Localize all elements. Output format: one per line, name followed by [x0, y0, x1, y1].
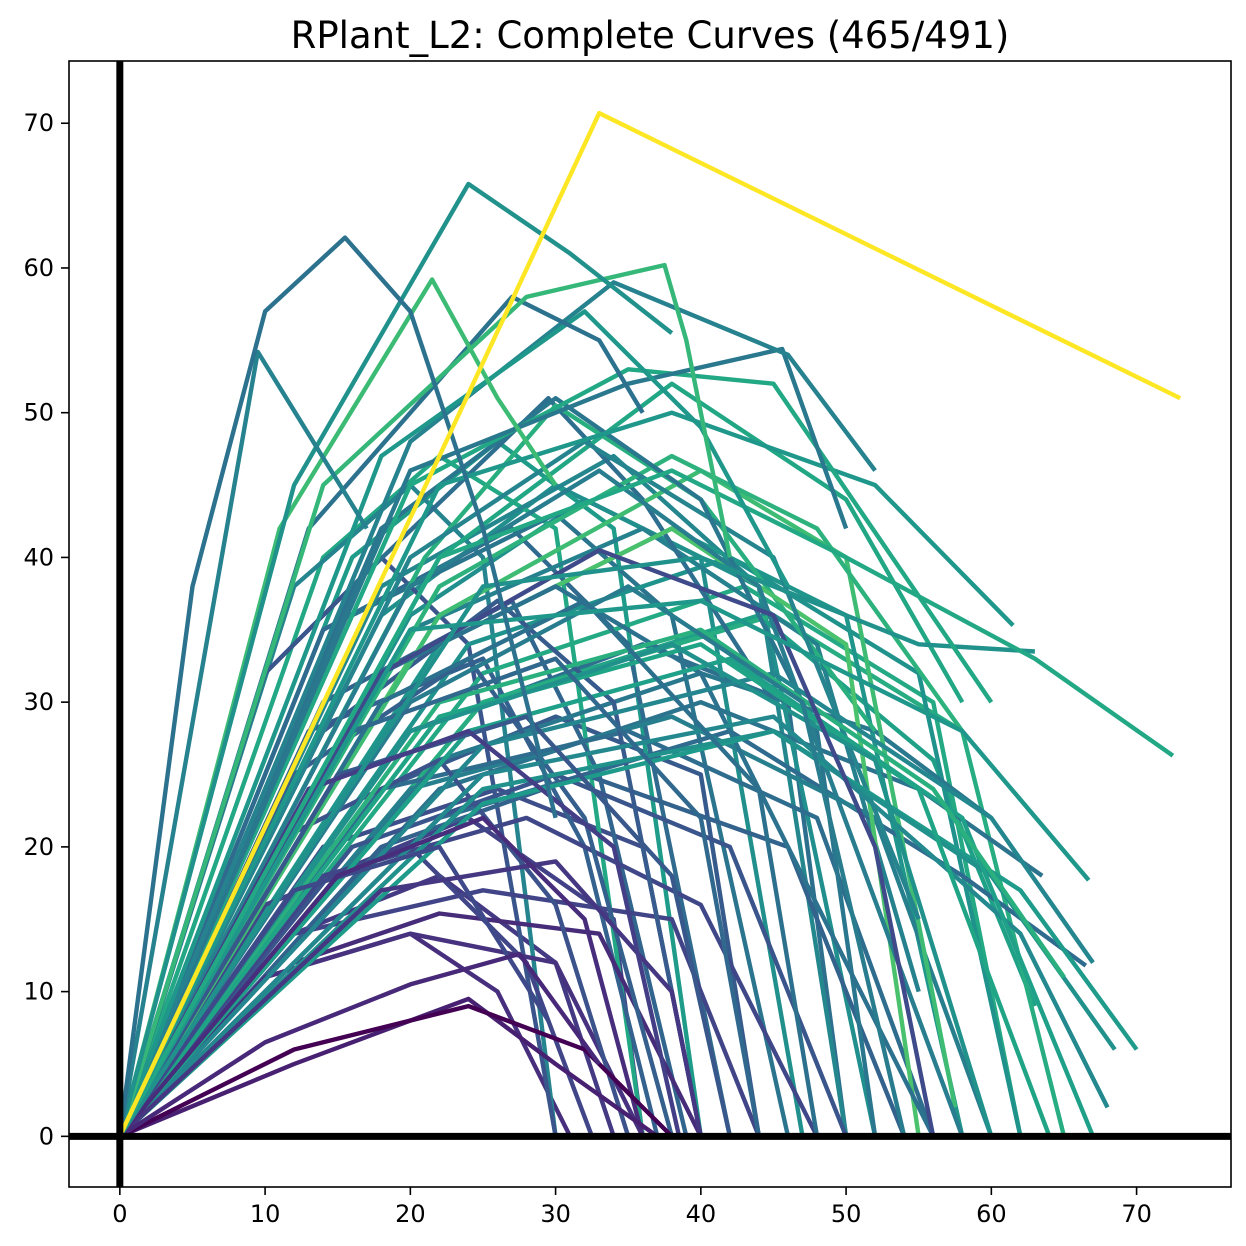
x-tick-label: 30 — [540, 1200, 571, 1228]
reference-lines — [69, 61, 1231, 1187]
series-line — [118, 844, 551, 1138]
x-tick-label: 40 — [686, 1200, 717, 1228]
y-tick-label: 70 — [23, 109, 54, 137]
series-line — [118, 671, 1095, 1138]
series-line — [117, 555, 1036, 1138]
series-line — [117, 309, 790, 1138]
x-axis-ticks: 0 10 20 30 40 50 60 70 — [112, 1187, 1152, 1228]
series-line — [118, 714, 1110, 1138]
series-line — [117, 110, 1182, 1138]
series-line — [117, 548, 936, 1138]
x-tick-label: 0 — [112, 1200, 127, 1228]
series-line — [117, 349, 369, 1137]
series-line — [118, 859, 703, 1138]
series-line — [117, 468, 965, 1138]
series-line — [117, 181, 674, 1137]
x-tick-label: 20 — [395, 1200, 426, 1228]
series-line — [117, 262, 733, 1137]
series-line — [118, 642, 1052, 1138]
series-line — [118, 1003, 674, 1139]
series-line — [117, 410, 1015, 1138]
y-tick-label: 40 — [23, 543, 54, 571]
series-line — [118, 951, 601, 1139]
plot-frame — [68, 60, 1232, 1188]
y-tick-label: 0 — [39, 1122, 54, 1150]
series-line — [118, 642, 994, 1138]
x-tick-label: 60 — [976, 1200, 1007, 1228]
series-line — [117, 453, 965, 1138]
chart-title: RPlant_L2: Complete Curves (465/491) — [291, 14, 1010, 57]
series-layer — [117, 110, 1182, 1139]
x-tick-label: 70 — [1121, 1200, 1152, 1228]
y-axis-ticks: 0 10 20 30 40 50 60 70 — [23, 109, 69, 1150]
series-line — [117, 367, 994, 1138]
series-line — [118, 996, 659, 1139]
y-tick-label: 10 — [23, 978, 54, 1006]
series-line — [117, 598, 1091, 1138]
y-tick-label: 60 — [23, 254, 54, 282]
series-line — [117, 235, 558, 1137]
y-tick-label: 20 — [23, 833, 54, 861]
series-line — [118, 772, 907, 1138]
series-line — [118, 627, 1066, 1138]
x-tick-label: 10 — [250, 1200, 281, 1228]
series-line — [117, 346, 849, 1138]
series-line — [118, 815, 819, 1138]
y-tick-label: 50 — [23, 399, 54, 427]
x-tick-label: 50 — [831, 1200, 862, 1228]
y-tick-label: 30 — [23, 688, 54, 716]
series-line — [118, 815, 645, 1138]
series-line — [117, 468, 1175, 1138]
series-line — [118, 656, 1096, 1138]
series-line — [117, 714, 733, 1138]
series-line — [117, 280, 877, 1138]
